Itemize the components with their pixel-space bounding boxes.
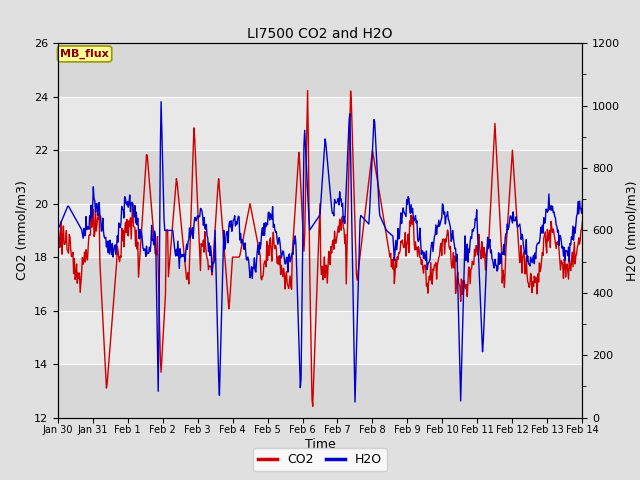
Bar <box>58 43 582 96</box>
Text: MB_flux: MB_flux <box>60 49 109 59</box>
Bar <box>58 257 582 311</box>
Bar <box>58 364 582 418</box>
X-axis label: Time: Time <box>305 438 335 451</box>
Legend: CO2, H2O: CO2, H2O <box>253 448 387 471</box>
Title: LI7500 CO2 and H2O: LI7500 CO2 and H2O <box>247 27 393 41</box>
Bar <box>58 150 582 204</box>
Bar <box>58 96 582 150</box>
Bar <box>58 204 582 257</box>
Bar <box>58 311 582 364</box>
Y-axis label: H2O (mmol/m3): H2O (mmol/m3) <box>626 180 639 281</box>
Y-axis label: CO2 (mmol/m3): CO2 (mmol/m3) <box>15 180 28 280</box>
